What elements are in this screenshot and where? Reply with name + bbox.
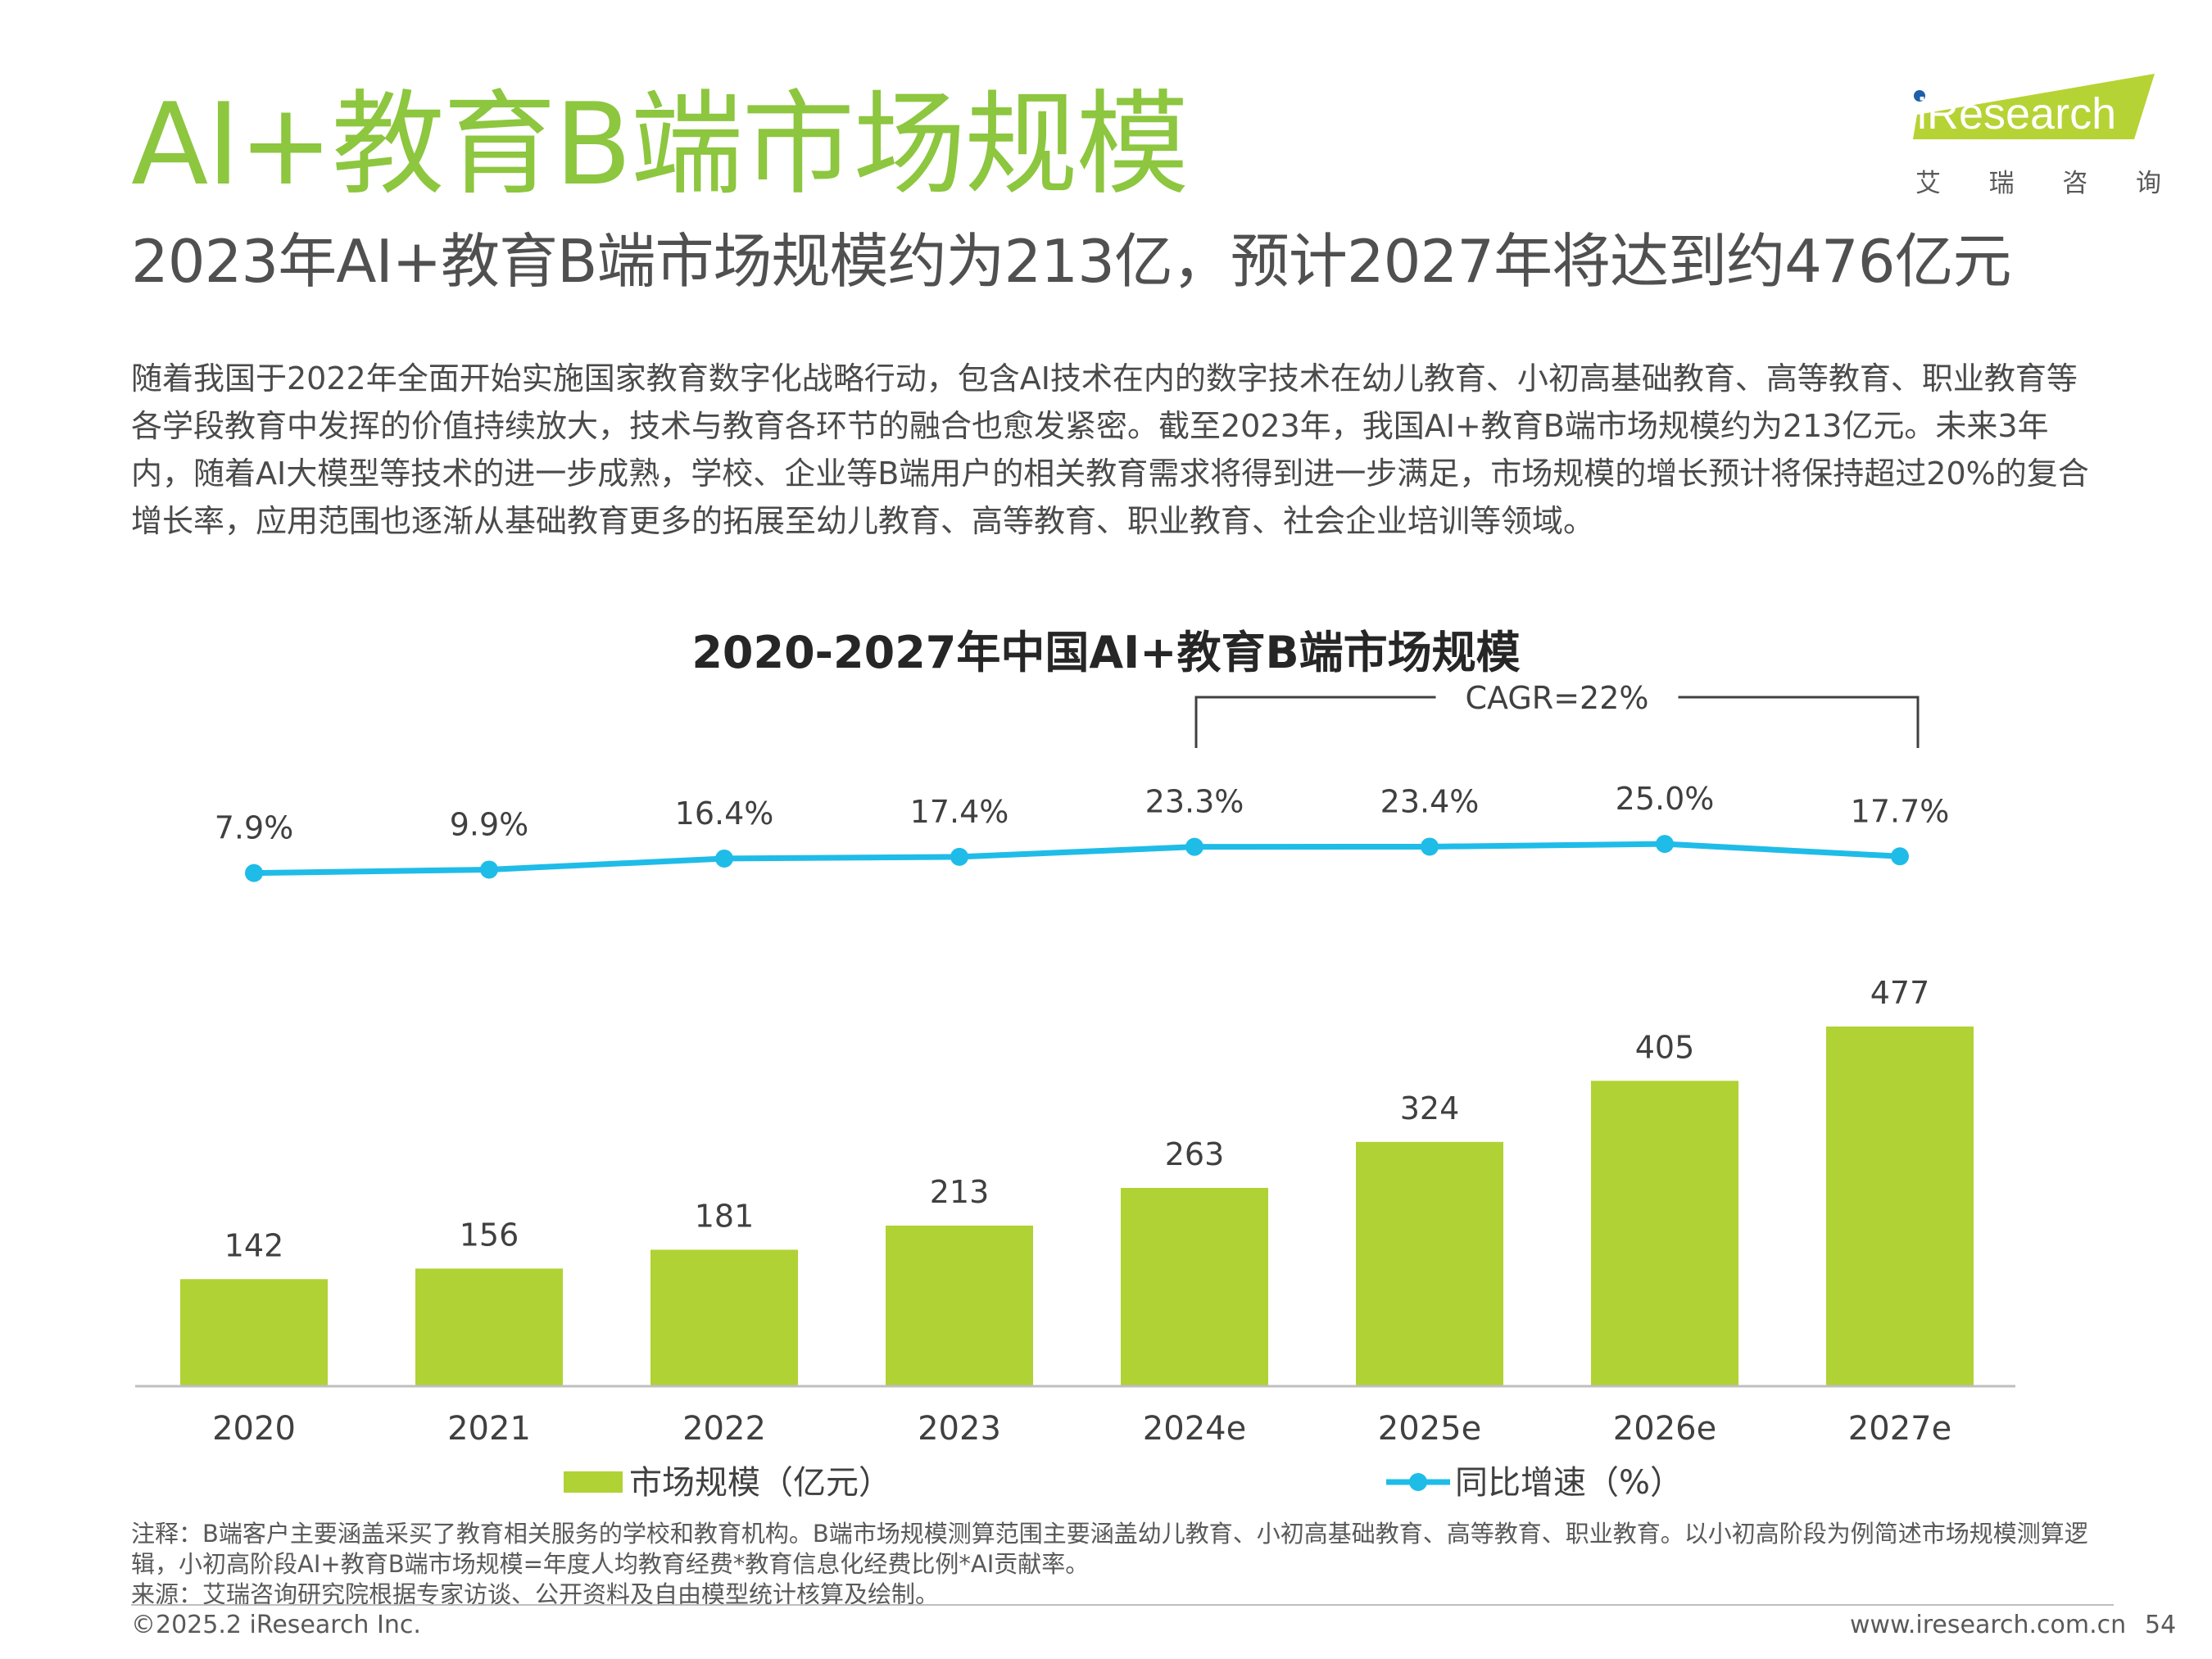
market-size-chart: CAGR=22% 7.9% 9.9% 16.4% 17.4% 23.3% 23.4% 25.… [135,680,2015,1502]
cagr-bracket-left [1194,696,1436,748]
logo-banner [1913,74,2155,139]
growth-rate-series: 7.9% 9.9% 16.4% 17.4% 23.3% 23.4% 25.0% 17.7% [215,781,1950,882]
growth-point [1421,837,1439,856]
bar [650,1249,798,1386]
bar [180,1279,328,1386]
legend-label-line: 同比增速（%） [1455,1464,1683,1502]
logo-char: 咨 [2062,169,2088,198]
growth-point [480,860,498,879]
bar-value-label: 263 [1165,1136,1225,1172]
iresearch-logo: iResearch [1913,74,2155,139]
growth-point [1656,835,1674,854]
bar [1591,1081,1738,1386]
chart-notes: 注释：B端客户主要涵盖采买了教育相关服务的学校和教育机构。B端市场规模测算范围主… [131,1519,2114,1610]
note-text: 注释：B端客户主要涵盖采买了教育相关服务的学校和教育机构。B端市场规模测算范围主… [131,1520,2088,1578]
x-axis-tick-labels: 2020 2021 2022 2023 2024e 2025e 2026e 2027e [212,1410,1951,1448]
page-title: AI+教育B端市场规模 [131,79,1189,211]
bar-value-label: 324 [1400,1090,1460,1126]
chart-legend: 市场规模（亿元） 同比增速（%） [564,1464,1683,1502]
market-size-series: 142 156 181 213 263 324 405 477 [180,975,1974,1386]
bar-value-label: 213 [930,1174,990,1210]
logo-chinese-name: 艾 瑞 咨 询 [1915,162,2161,199]
legend-swatch-dot [1409,1473,1427,1491]
growth-value-label: 23.4% [1380,783,1480,819]
bar-value-label: 477 [1870,975,1930,1011]
logo-char: 艾 [1915,169,1941,198]
bar-value-label: 142 [224,1227,284,1263]
growth-value-label: 25.0% [1616,781,1715,817]
bar [1121,1187,1268,1386]
footer-divider [131,1604,2114,1606]
bar-value-label: 181 [695,1198,755,1234]
x-tick-label: 2023 [918,1410,1001,1448]
growth-value-label: 16.4% [675,796,774,832]
growth-point [715,849,733,868]
x-tick-label: 2026e [1613,1410,1716,1448]
growth-line [253,841,1901,877]
cagr-bracket-right [1678,696,1920,748]
logo-dot [1914,90,1925,102]
growth-point [1185,837,1203,856]
footer-copyright: ©2025.2 iResearch Inc. [131,1611,421,1639]
growth-point [245,863,263,882]
growth-point [950,847,968,866]
logo-char: 询 [2135,169,2161,198]
growth-value-label: 17.4% [910,794,1009,830]
page-subtitle: 2023年AI+教育B端市场规模约为213亿，预计2027年将达到约476亿元 [131,227,2012,296]
bar [1826,1027,1974,1386]
footer-website[interactable]: www.iresearch.com.cn [1850,1611,2127,1639]
x-tick-label: 2022 [682,1410,766,1448]
growth-value-label: 9.9% [450,806,529,842]
growth-value-label: 17.7% [1851,793,1950,829]
body-paragraph: 随着我国于2022年全面开始实施国家教育数字化战略行动，包含AI技术在内的数字技… [131,360,2089,539]
logo-char: 瑞 [1988,169,2015,198]
chart-title: 2020-2027年中国AI+教育B端市场规模 [691,627,1521,678]
logo-wordmark: iResearch [1917,89,2116,138]
bar-value-label: 156 [460,1217,519,1253]
x-tick-label: 2021 [447,1410,531,1448]
bar [415,1268,563,1386]
growth-value-label: 7.9% [215,810,294,846]
x-tick-label: 2020 [212,1410,296,1448]
bar-value-label: 405 [1635,1029,1695,1065]
source-text: 来源：艾瑞咨询研究院根据专家访谈、公开资料及自由模型统计核算及绘制。 [131,1580,940,1608]
legend-label-bar: 市场规模（亿元） [629,1464,891,1502]
x-tick-label: 2025e [1378,1410,1481,1448]
growth-point [1891,847,1909,866]
bar [1356,1141,1503,1386]
cagr-label: CAGR=22% [1465,680,1648,716]
x-tick-label: 2027e [1848,1410,1951,1448]
x-tick-label: 2024e [1143,1410,1246,1448]
cagr-annotation: CAGR=22% [1194,680,1920,748]
growth-value-label: 23.3% [1145,784,1244,820]
bar [886,1225,1033,1386]
legend-swatch-bar [564,1471,623,1493]
page-number: 54 [2145,1611,2177,1639]
